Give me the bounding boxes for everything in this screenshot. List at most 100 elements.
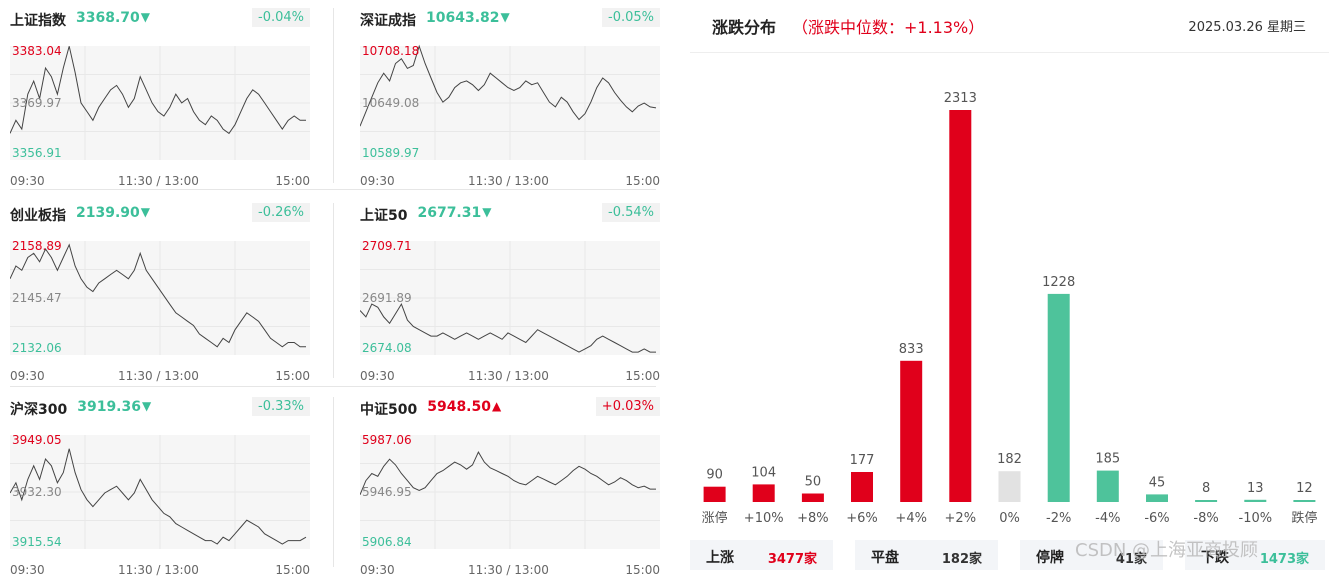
index-value: 2677.31 [417,205,482,221]
index-card[interactable]: 创业板指 2139.90 ▼ -0.26% 2158.89 2145.47 2132.06 0… [10,203,310,388]
distribution-bar[interactable] [1244,499,1267,502]
index-change-badge: -0.05% [602,8,660,27]
price-mid-label: 2145.47 [12,291,62,305]
summary-flat-label: 平盘 [871,550,899,566]
time-label-end: 15:00 [625,174,660,188]
bar-value-label: 104 [751,465,776,480]
price-low-label: 5906.84 [362,535,412,549]
distribution-bar[interactable] [1195,500,1218,502]
arrow-down-icon: ▼ [482,205,492,219]
summary-flat: 平盘 182家 [855,540,998,570]
distribution-bar[interactable] [752,484,775,502]
distribution-title: 涨跌分布 [712,18,777,37]
time-label-end: 15:00 [275,563,310,577]
card-divider [333,203,334,378]
time-label-start: 09:30 [360,369,395,383]
price-low-label: 3356.91 [12,146,62,160]
index-change-badge: -0.04% [252,8,310,27]
card-divider [333,8,334,183]
index-card-header: 中证500 5948.50 ▲ +0.03% [360,397,660,423]
time-label-start: 09:30 [10,174,45,188]
arrow-down-icon: ▼ [500,10,510,24]
bar-category-label: -6% [1144,511,1169,526]
index-sparkline: 2709.71 2691.89 2674.08 [360,239,660,355]
index-value: 2139.90 [75,205,140,221]
index-card-header: 沪深300 3919.36 ▼ -0.33% [10,397,310,423]
summary-fall-label: 下跌 [1201,550,1229,566]
bar-value-label: 50 [805,475,822,490]
bar-value-label: 185 [1095,452,1120,467]
index-value: 3919.36 [77,399,141,415]
bar-category-label: +2% [945,511,977,526]
distribution-bar[interactable] [949,110,972,502]
bar-category-label: 0% [999,511,1020,526]
time-label-start: 09:30 [360,563,395,577]
distribution-bar[interactable] [900,360,923,502]
summary-fall-value: 1473家 [1259,552,1309,567]
row-divider [10,189,656,190]
distribution-median: （涨跌中位数：+1.13%） [792,18,985,37]
index-price-line [10,243,306,348]
bar-value-label: 8 [1202,481,1210,496]
summary-suspended: 停牌 41家 [1020,540,1163,570]
index-card[interactable]: 沪深300 3919.36 ▼ -0.33% 3949.05 3932.30 3915.54… [10,397,310,582]
price-mid-label: 3369.97 [12,96,62,110]
bar-category-label: -2% [1046,511,1071,526]
index-sparkline: 10708.18 10649.08 10589.97 [360,44,660,160]
time-label-start: 09:30 [360,174,395,188]
bar-category-label: 涨停 [702,510,728,526]
time-label-end: 15:00 [625,563,660,577]
index-name: 创业板指 [10,208,66,224]
time-label-start: 09:30 [10,369,45,383]
time-label-end: 15:00 [275,369,310,383]
arrow-up-icon: ▲ [491,399,502,413]
summary-fall: 下跌 1473家 [1185,540,1325,570]
price-high-label: 2709.71 [362,239,412,253]
index-card[interactable]: 上证指数 3368.70 ▼ -0.04% 3383.04 3369.97 3356.91 0… [10,8,310,193]
price-high-label: 10708.18 [362,44,419,58]
index-change-badge: -0.33% [252,397,310,416]
distribution-bar[interactable] [1047,293,1070,502]
bar-category-label: 跌停 [1291,510,1317,526]
distribution-bar[interactable] [703,486,726,502]
time-label-mid: 11:30 / 13:00 [468,563,549,577]
price-mid-label: 2691.89 [362,291,412,305]
index-card[interactable]: 中证500 5948.50 ▲ +0.03% 5987.06 5946.95 5906.84… [360,397,660,582]
distribution-bar[interactable] [1096,470,1119,502]
price-mid-label: 5946.95 [362,485,412,499]
panel-divider [690,52,1329,53]
arrow-down-icon: ▼ [141,399,152,413]
time-label-mid: 11:30 / 13:00 [468,369,549,383]
distribution-chart: 90 涨停 104 +10% 50 +8% 177 +6% 833 +4% 2313 +2% 182 0%… [702,91,1318,526]
bar-value-label: 2313 [944,91,977,106]
price-high-label: 5987.06 [362,433,412,447]
bar-category-label: -10% [1239,511,1273,526]
index-card-header: 创业板指 2139.90 ▼ -0.26% [10,203,310,229]
bar-category-label: +4% [895,511,927,526]
index-card[interactable]: 深证成指 10643.82 ▼ -0.05% 10708.18 10649.08 10589… [360,8,660,193]
distribution-bar[interactable] [801,493,824,503]
distribution-bar[interactable] [998,471,1021,502]
index-name: 深证成指 [360,13,416,29]
distribution-bar[interactable] [1293,500,1316,502]
bar-value-label: 90 [706,468,723,483]
price-low-label: 2132.06 [12,341,62,355]
index-card-header: 上证50 2677.31 ▼ -0.54% [360,203,660,229]
distribution-bar[interactable] [1146,494,1168,502]
time-label-mid: 11:30 / 13:00 [468,174,549,188]
bar-value-label: 177 [850,453,875,468]
bar-value-label: 13 [1247,481,1264,496]
bar-category-label: -8% [1193,511,1218,526]
index-name: 沪深300 [10,402,68,418]
summary-flat-value: 182家 [941,552,982,567]
price-high-label: 2158.89 [12,239,62,253]
index-price-line [360,451,656,495]
index-value: 5948.50 [427,399,491,415]
summary-rise-value: 3477家 [767,552,817,567]
index-value: 3368.70 [75,10,140,26]
index-card[interactable]: 上证50 2677.31 ▼ -0.54% 2709.71 2691.89 2674.08 0… [360,203,660,388]
bar-category-label: +6% [846,511,878,526]
index-sparkline: 3949.05 3932.30 3915.54 [10,433,310,549]
bar-value-label: 1228 [1042,275,1075,290]
distribution-bar[interactable] [851,472,873,502]
